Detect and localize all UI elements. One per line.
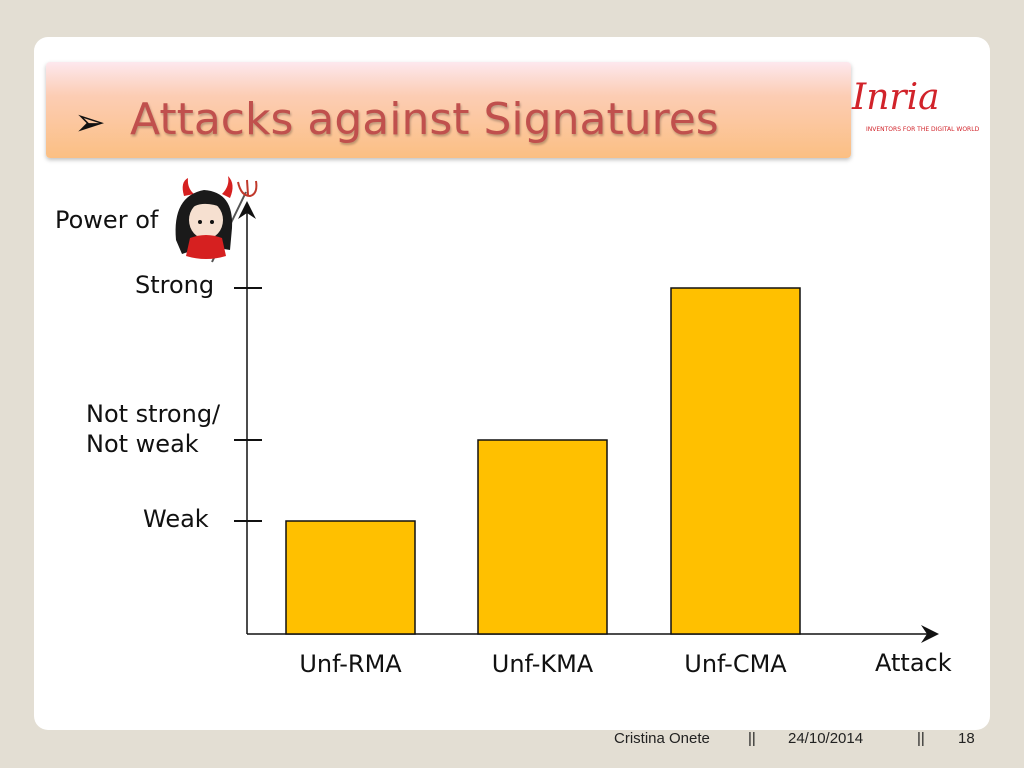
- footer-separator: ||: [917, 730, 925, 747]
- slide-title: Attacks against Signatures: [130, 94, 719, 145]
- y-level-label-strong: Strong: [135, 271, 215, 299]
- x-tick-label: Unf-RMA: [299, 650, 402, 678]
- x-axis-label: Attack: [875, 649, 952, 677]
- title-bullet-icon: ➢: [74, 100, 106, 144]
- bar-unf-rma: [285, 520, 416, 635]
- bar-unf-kma: [477, 439, 608, 635]
- title-bar: [46, 62, 851, 158]
- y-axis-label: Power of: [55, 206, 159, 234]
- footer-author: Cristina Onete: [614, 730, 710, 747]
- footer-page-number: 18: [958, 730, 975, 747]
- bar-unf-cma: [670, 287, 801, 635]
- y-level-label-weak: Weak: [143, 505, 209, 533]
- footer-date: 24/10/2014: [788, 730, 864, 747]
- inria-logo: Inria INVENTORS FOR THE DIGITAL WORLD: [852, 80, 986, 140]
- x-tick-label: Unf-KMA: [492, 650, 594, 678]
- footer-separator: ||: [748, 730, 756, 747]
- x-tick-label: Unf-CMA: [684, 650, 787, 678]
- y-level-label-medium: Not strong/ Not weak: [86, 400, 221, 458]
- logo-tagline: INVENTORS FOR THE DIGITAL WORLD: [866, 126, 980, 133]
- logo-wordmark: Inria: [852, 77, 940, 118]
